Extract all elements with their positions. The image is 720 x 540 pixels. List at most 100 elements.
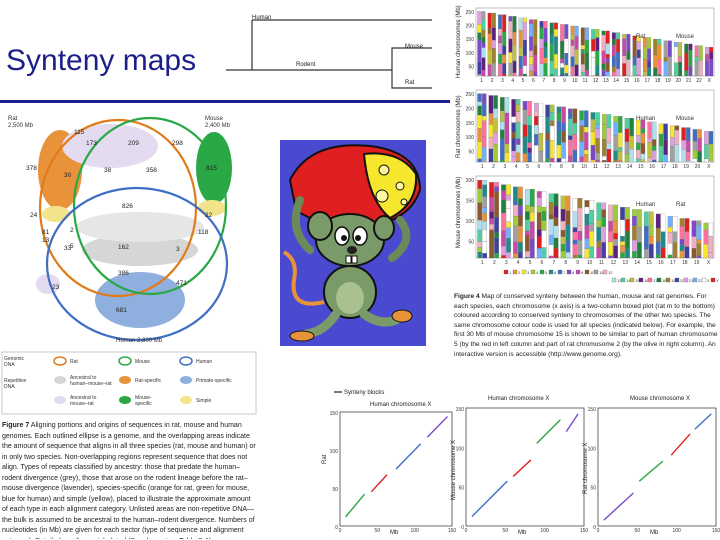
synteny-segment xyxy=(679,239,685,245)
synteny-segment xyxy=(565,210,571,225)
synteny-segment xyxy=(602,160,607,163)
synteny-segment xyxy=(584,225,590,239)
synteny-segment xyxy=(518,47,523,57)
synteny-segment xyxy=(482,184,488,197)
xplot-x-tick: 150 xyxy=(712,528,720,534)
synteny-segment xyxy=(549,60,554,75)
color-key-label: 8 xyxy=(572,270,575,275)
venn-number: 22 xyxy=(205,212,213,219)
synteny-segment xyxy=(522,17,527,23)
synteny-segment xyxy=(684,52,689,71)
venn-number: 826 xyxy=(122,203,133,210)
synteny-segment xyxy=(527,101,532,117)
synteny-segment xyxy=(500,110,505,122)
synteny-segment xyxy=(632,40,637,58)
synteny-segment xyxy=(481,57,486,71)
synteny-segment xyxy=(590,159,596,163)
xplot-x-tick: 50 xyxy=(503,528,509,534)
synteny-segment xyxy=(488,137,494,150)
svg-text:specific: specific xyxy=(135,401,152,407)
synteny-segment xyxy=(580,27,585,46)
synteny-y-tick: 100 xyxy=(466,135,475,141)
synteny-segment xyxy=(624,153,630,163)
synteny-segment xyxy=(709,47,714,53)
chromosome-label: 2 xyxy=(493,260,496,266)
xplot3-xlabel: Mb xyxy=(650,530,659,536)
synteny-segment xyxy=(561,122,566,132)
synteny-segment xyxy=(589,246,595,259)
synteny-segment xyxy=(494,201,499,218)
synteny-segment xyxy=(548,255,554,259)
synteny-segment xyxy=(498,28,502,37)
synteny-segment xyxy=(477,24,482,33)
synteny-segment xyxy=(482,196,488,209)
synteny-segment xyxy=(506,184,511,196)
color-key-swatch xyxy=(512,269,518,275)
synteny-segment xyxy=(705,54,709,62)
synteny-segment xyxy=(488,124,494,138)
svg-text:mouse–rat: mouse–rat xyxy=(70,401,94,407)
venn-number: 30 xyxy=(64,172,72,179)
synteny-segment xyxy=(516,111,521,123)
color-key-swatch xyxy=(602,269,608,275)
synteny-segment xyxy=(686,127,691,141)
synteny-segment xyxy=(667,254,673,259)
synteny-segment xyxy=(553,193,559,207)
synteny-segment xyxy=(640,143,646,154)
color-key-label: 1 xyxy=(509,270,512,275)
synteny-segment xyxy=(647,37,652,49)
synteny-segment xyxy=(536,229,542,237)
synteny-segment xyxy=(595,128,600,139)
synteny-segment xyxy=(696,255,702,259)
synteny-segment xyxy=(543,46,548,58)
chromosome-label: 10 xyxy=(581,164,587,170)
synteny-segment xyxy=(624,118,630,130)
synteny-segment xyxy=(518,67,523,77)
xplot-x-tick: 150 xyxy=(448,528,457,534)
venn-number: 209 xyxy=(128,140,139,147)
synteny-segment xyxy=(686,140,691,153)
synteny-segment xyxy=(655,254,661,259)
synteny-segment xyxy=(608,231,613,243)
chromosome-label: 22 xyxy=(696,78,702,84)
synteny-segment xyxy=(622,63,627,77)
synteny-segment xyxy=(533,54,538,72)
xplot1-ylabel: Rat xyxy=(322,454,328,464)
synteny-segment xyxy=(688,50,693,67)
synteny-segment xyxy=(504,152,510,163)
color-key-swatch xyxy=(548,269,554,275)
synteny-segment xyxy=(632,240,637,252)
synteny-segment xyxy=(658,123,664,135)
xplot-x-tick: 0 xyxy=(339,528,342,534)
synteny-segment xyxy=(502,45,507,55)
xplot-x-tick: 0 xyxy=(597,528,600,534)
synteny-segment xyxy=(488,148,494,163)
synteny-segment xyxy=(636,119,641,136)
synteny-segment xyxy=(625,248,630,259)
synteny-segment xyxy=(534,145,539,163)
venn-number: 24 xyxy=(30,212,38,219)
synteny-segment xyxy=(694,56,699,63)
venn-number: 681 xyxy=(116,307,127,314)
synteny-segment xyxy=(605,30,610,44)
synteny-segment xyxy=(561,142,566,159)
synteny-segment xyxy=(545,117,550,133)
synteny-segment xyxy=(487,12,492,29)
xplot-y-tick: 0 xyxy=(335,525,338,531)
synteny-segment xyxy=(518,198,523,206)
synteny-segment xyxy=(611,45,616,56)
synteny-segment xyxy=(568,113,573,119)
chromosome-label: 12 xyxy=(593,78,599,84)
synteny-segment xyxy=(697,138,702,152)
synteny-segment xyxy=(640,153,646,160)
synteny-segment xyxy=(692,158,698,163)
synteny-segment xyxy=(580,64,585,73)
synteny-segment xyxy=(561,106,566,123)
synteny-segment xyxy=(543,57,548,64)
synteny-segment xyxy=(625,207,630,220)
synteny-segment xyxy=(491,40,496,49)
synteny-segment xyxy=(508,52,513,64)
synteny-segment xyxy=(663,57,668,62)
synteny-segment xyxy=(529,56,534,65)
